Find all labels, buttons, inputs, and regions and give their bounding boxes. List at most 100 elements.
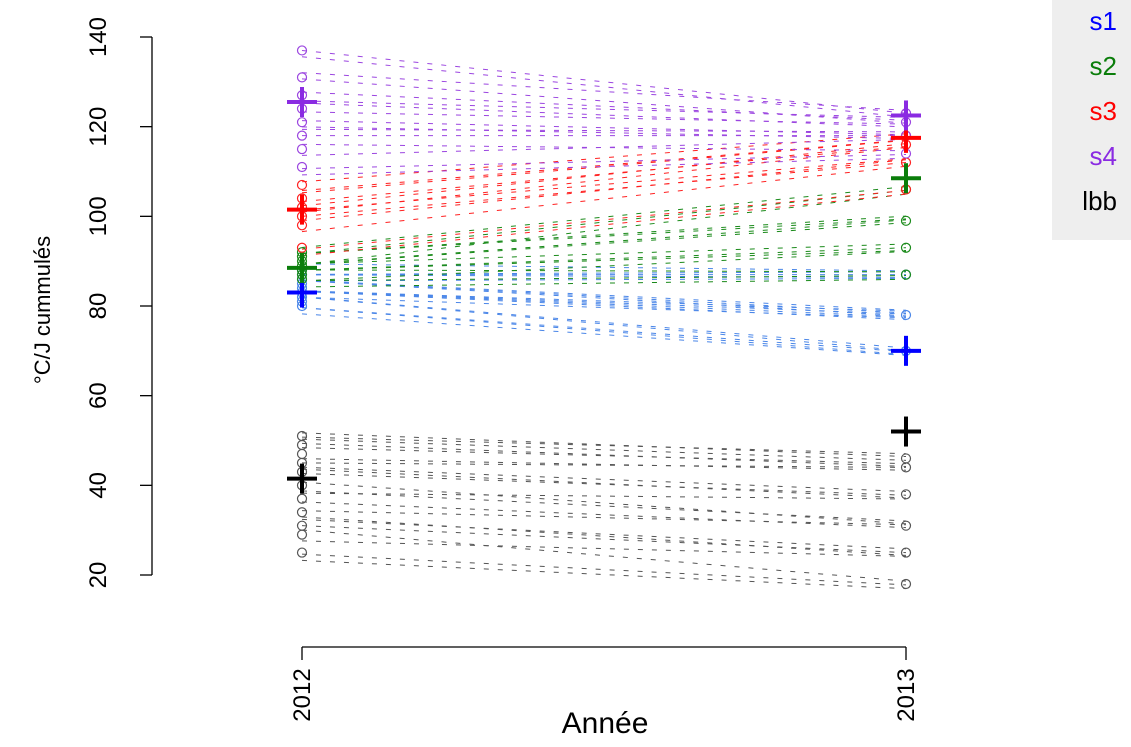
mean-marker-s1 [891, 335, 921, 366]
trajectory-line-s2 [301, 275, 907, 282]
trajectory-line-lbb [301, 481, 907, 525]
trajectory-line-s1 [301, 263, 907, 272]
y-tick-label: 140 [85, 17, 112, 57]
point-2013-lbb [900, 578, 912, 590]
point-2013-s1 [900, 309, 912, 321]
trajectory-line-lbb [301, 510, 907, 526]
point-2013-s2 [900, 215, 912, 226]
trajectory-line-s4 [301, 100, 907, 118]
trajectory-line-s2 [301, 219, 907, 265]
trajectory-line-lbb [301, 518, 907, 550]
point-2012-s3 [296, 179, 308, 191]
point-2012-lbb [296, 547, 308, 558]
trajectory-line-s2 [301, 186, 907, 248]
trajectory-line-s2 [301, 193, 907, 266]
trajectory-line-s3 [301, 139, 907, 194]
trajectory-line-s3 [301, 162, 907, 217]
trajectory-line-s2 [301, 218, 907, 255]
y-tick-label: 20 [85, 562, 112, 589]
trajectory-line-lbb [301, 490, 907, 522]
x-tick-label: 2013 [893, 668, 920, 721]
trajectory-line-s4 [301, 56, 907, 118]
observation-points [296, 45, 912, 590]
trajectory-line-s1 [301, 290, 907, 315]
trajectory-line-s4 [301, 138, 907, 156]
point-2012-lbb [296, 430, 308, 442]
trajectory-line-s1 [301, 307, 907, 353]
mean-marker-lbb [891, 416, 921, 447]
point-2012-s3 [296, 242, 308, 253]
trajectory-line-s1 [301, 296, 907, 349]
mean-marker-s4 [287, 87, 317, 118]
mean-markers [287, 87, 921, 494]
legend-box [1052, 0, 1131, 240]
trajectory-line-lbb [301, 438, 907, 461]
trajectory-line-lbb [301, 492, 907, 500]
trajectory-line-s3 [301, 145, 907, 203]
trajectory-line-lbb [301, 501, 907, 529]
trajectory-line-s4 [301, 157, 907, 176]
trajectory-line-lbb [301, 436, 907, 455]
mean-marker-s4 [891, 100, 921, 131]
point-2012-lbb [296, 493, 308, 504]
trajectory-line-lbb [301, 468, 907, 499]
trajectory-line-s1 [301, 307, 907, 356]
trajectory-line-s4 [301, 120, 907, 136]
trajectory-line-s2 [301, 243, 907, 265]
trajectory-line-lbb [301, 516, 907, 556]
trajectory-line-s4 [301, 78, 907, 124]
legend-entry-lbb: lbb [1082, 186, 1117, 216]
trajectory-line-lbb [301, 466, 907, 492]
trajectory-line-s3 [301, 139, 907, 192]
trajectory-line-s2 [301, 250, 907, 282]
trajectory-line-lbb [301, 447, 907, 465]
point-2013-lbb [900, 547, 912, 558]
trajectory-line-s4 [301, 49, 907, 114]
point-2012-lbb [296, 529, 308, 540]
y-tick-label: 80 [85, 293, 112, 320]
point-2012-lbb [296, 448, 308, 460]
point-2013-lbb [900, 453, 912, 464]
trajectory-line-s3 [301, 143, 907, 207]
trajectory-line-s1 [301, 279, 907, 311]
y-tick-label: 40 [85, 472, 112, 499]
trajectory-line-s4 [301, 154, 907, 170]
trajectory-line-lbb [301, 432, 907, 458]
trajectory-line-s4 [301, 91, 907, 121]
trajectory-line-s3 [301, 193, 907, 257]
trajectory-line-lbb [301, 540, 907, 557]
point-2013-s2 [900, 269, 912, 280]
point-2012-s4 [296, 161, 308, 173]
trajectory-line-s4 [301, 111, 907, 125]
trajectory-line-lbb [301, 525, 907, 554]
trajectory-line-s4 [301, 143, 907, 152]
trajectory-line-s1 [301, 290, 907, 321]
trajectory-line-s4 [301, 72, 907, 111]
legend-entry-s1: s1 [1090, 6, 1117, 36]
point-2012-s4 [296, 72, 308, 83]
trajectory-line-s2 [301, 215, 907, 254]
y-tick-label: 100 [85, 196, 112, 236]
trajectory-line-s1 [301, 313, 907, 357]
mean-marker-lbb [287, 463, 317, 494]
legend-entry-s2: s2 [1090, 51, 1117, 81]
trajectory-line-s4 [301, 126, 907, 139]
trajectory-lines [301, 49, 907, 590]
trajectory-line-s3 [301, 159, 907, 222]
trajectory-line-s1 [301, 271, 907, 275]
x-axis-title: Année [562, 707, 649, 740]
point-2012-lbb [296, 520, 308, 531]
trajectory-line-s1 [301, 280, 907, 317]
trajectory-line-lbb [301, 559, 907, 590]
trajectory-line-s2 [301, 269, 907, 273]
mean-marker-s2 [287, 252, 317, 283]
trajectory-line-s1 [301, 290, 907, 318]
mean-marker-s3 [287, 194, 317, 225]
trajectory-line-s2 [301, 278, 907, 288]
trajectory-line-s2 [301, 222, 907, 265]
trajectory-line-s3 [301, 189, 907, 250]
trajectory-line-s1 [301, 290, 907, 312]
trajectory-line-s1 [301, 279, 907, 314]
mean-marker-s2 [891, 163, 921, 194]
